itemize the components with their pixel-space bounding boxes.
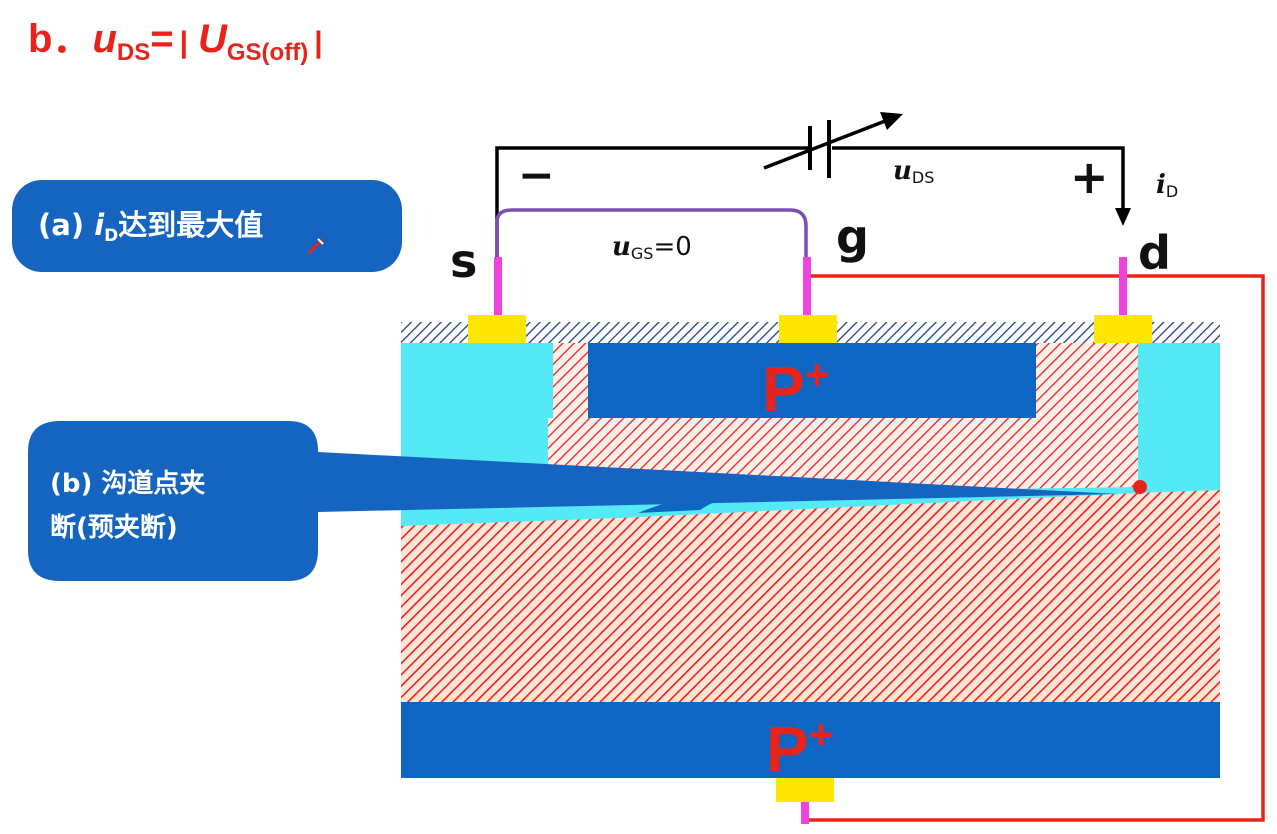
slide-title: b．uDS= | UGS(off) |: [28, 12, 333, 80]
gate-contact: [779, 315, 837, 343]
callout-b-line2: 断(预夹断): [50, 513, 178, 543]
pinch-off-point: [1133, 480, 1147, 494]
gate-lead: [803, 257, 811, 317]
title-u-var: u: [92, 17, 117, 61]
bottom-p-plus-sup: +: [808, 711, 834, 758]
uds-label: uDS: [893, 158, 934, 186]
bottom-gate-lead: [801, 800, 809, 824]
callout-a-i-sub: D: [104, 226, 119, 246]
ugs-label: uGS=0: [612, 234, 692, 262]
top-p-plus-sup: +: [804, 351, 830, 398]
drain-lead: [1119, 257, 1127, 317]
variable-arrow-line: [763, 116, 894, 170]
source-lead: [494, 257, 502, 317]
callout-b-text: (b) 沟道点夹 断(预夹断): [50, 462, 310, 550]
bottom-gate-contact: [776, 778, 834, 802]
pen-cursor-icon: [307, 238, 324, 255]
drain-contact: [1094, 315, 1152, 343]
callout-a: [12, 180, 402, 272]
title-prefix: b．: [28, 17, 93, 61]
callout-a-label: 达到最大值: [118, 208, 264, 242]
top-p-letter: P: [762, 353, 805, 425]
ugs-sub: GS: [630, 244, 654, 263]
title-abs-right: |: [314, 26, 323, 59]
variable-arrowhead: [880, 112, 903, 130]
callout-b-bubble: [28, 421, 1118, 581]
uds-wire-right: [832, 146, 1125, 214]
gate-label: g: [836, 210, 869, 264]
id-sub: D: [1165, 182, 1179, 201]
bottom-p-plus-label: P+: [766, 711, 834, 782]
callout-a-prefix: (a): [38, 208, 85, 242]
minus-sign: −: [518, 150, 555, 201]
title-abs-left: |: [179, 26, 188, 59]
ugs-var: u: [612, 232, 631, 262]
uds-sub: DS: [911, 168, 935, 187]
callout-b-line1: (b) 沟道点夹: [50, 469, 206, 499]
title-U-var: U: [197, 17, 227, 61]
callout-a-text: (a) iD达到最大值: [38, 205, 263, 256]
ugs-wire: [495, 208, 808, 264]
uds-var: u: [893, 156, 912, 186]
id-var: i: [1156, 170, 1166, 200]
id-label: iD: [1156, 172, 1178, 200]
bottom-p-letter: P: [766, 713, 809, 785]
title-u-sub: DS: [116, 39, 151, 66]
plus-sign: +: [1070, 150, 1109, 204]
drain-label: d: [1138, 226, 1171, 280]
source-contact: [468, 315, 526, 343]
title-equals: =: [150, 17, 174, 61]
id-arrowhead: [1115, 208, 1131, 226]
callout-a-i-var: i: [94, 208, 105, 242]
title-U-sub: GS(off): [226, 39, 309, 66]
top-p-plus-region: [588, 343, 1036, 418]
source-label: s: [450, 234, 478, 288]
ugs-value: =0: [653, 232, 692, 262]
depletion-region-bottom: [401, 490, 1220, 702]
top-p-plus-label: P+: [762, 351, 830, 422]
gate-connection-wire: [808, 274, 1265, 822]
bottom-p-plus-region: [401, 702, 1220, 778]
